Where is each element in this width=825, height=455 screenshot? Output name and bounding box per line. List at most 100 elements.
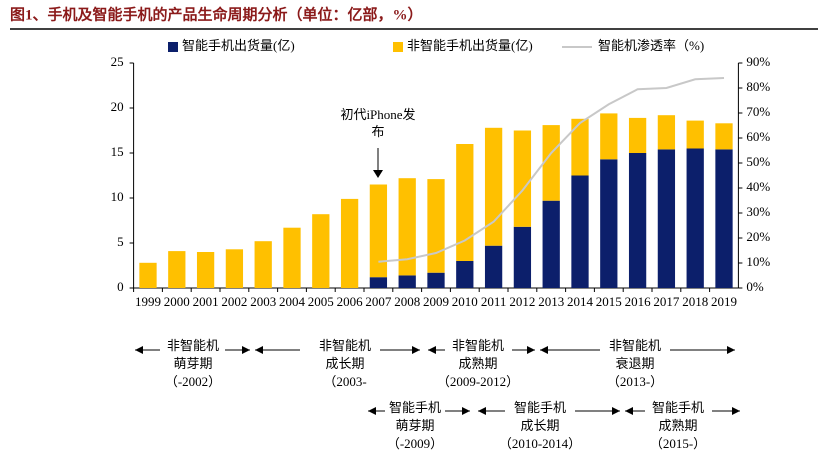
annotation-arrowhead	[373, 170, 383, 178]
bar	[571, 175, 589, 288]
phase-arrowhead	[625, 407, 633, 415]
x-tick-label: 2007	[365, 294, 392, 309]
y-tick-label: 15	[111, 144, 124, 159]
phase-label: 成熟期	[458, 356, 497, 371]
y2-tick-label: 30%	[746, 204, 770, 219]
phase-label: （2013-）	[607, 374, 663, 389]
bar	[254, 241, 272, 288]
bar	[427, 272, 445, 288]
phase-label: 成长期	[520, 418, 559, 433]
bar	[657, 115, 676, 150]
phase-arrowhead	[727, 346, 735, 354]
phase-label: 智能手机	[514, 400, 566, 415]
phase-label: 萌芽期	[173, 356, 212, 371]
phase-label: 萌芽期	[395, 418, 434, 433]
phase-label: （2009-2012）	[437, 374, 519, 389]
bar	[369, 184, 388, 278]
y-tick-label: 0	[117, 279, 124, 294]
legend-swatch	[393, 42, 403, 52]
bar	[456, 144, 474, 261]
bar	[600, 159, 618, 288]
annotation: 初代iPhone发布	[340, 107, 416, 139]
bar	[283, 227, 301, 288]
y2-tick-label: 70%	[746, 104, 770, 119]
phase-arrowhead	[368, 407, 376, 415]
y2-tick-label: 10%	[746, 254, 770, 269]
x-tick-label: 2005	[308, 294, 334, 309]
phase-label: （2015-）	[650, 436, 706, 451]
phase-label: 成长期	[325, 356, 364, 371]
bar	[225, 249, 244, 288]
x-tick-label: 2013	[538, 294, 564, 309]
phase-arrowhead	[255, 346, 263, 354]
x-tick-label: 2010	[452, 294, 478, 309]
phase-label: 非智能机	[167, 338, 219, 353]
phase-arrowhead	[612, 407, 620, 415]
phase-label: 成熟期	[658, 418, 697, 433]
x-tick-label: 2001	[193, 294, 219, 309]
x-tick-label: 2000	[164, 294, 190, 309]
bar	[686, 148, 704, 288]
phase-label: 非智能机	[319, 338, 371, 353]
x-tick-label: 2012	[509, 294, 535, 309]
bar	[542, 125, 560, 201]
x-tick-label: 2016	[625, 294, 652, 309]
phase-label: 非智能机	[452, 338, 504, 353]
bar	[513, 226, 532, 288]
phase-arrowhead	[135, 346, 143, 354]
phase-label: 衰退期	[615, 356, 654, 371]
bar	[312, 214, 330, 288]
x-tick-label: 2002	[221, 294, 247, 309]
x-tick-label: 2009	[423, 294, 449, 309]
phase-arrowhead	[428, 346, 436, 354]
bar	[484, 127, 503, 246]
phase-label: 智能手机	[389, 400, 441, 415]
bar	[657, 149, 676, 288]
bar	[600, 113, 618, 160]
bar	[139, 262, 157, 288]
x-tick-label: 2015	[596, 294, 622, 309]
y2-tick-label: 0%	[746, 279, 764, 294]
x-tick-label: 2011	[481, 294, 507, 309]
phase-label: （2010-2014）	[499, 436, 581, 451]
y-tick-label: 25	[111, 54, 124, 69]
bar	[513, 130, 532, 227]
bar	[196, 252, 215, 288]
bar	[398, 275, 416, 288]
y-tick-label: 5	[117, 234, 124, 249]
phase-label: 智能手机	[652, 400, 704, 415]
chart-title: 图1、手机及智能手机的产品生命周期分析（单位：亿部，%）	[10, 5, 423, 23]
x-tick-label: 2008	[394, 294, 420, 309]
phase-label: （-2009）	[387, 436, 443, 451]
x-tick-label: 2018	[682, 294, 708, 309]
x-tick-label: 2017	[653, 294, 680, 309]
bar	[715, 149, 733, 288]
bar	[571, 118, 589, 176]
y2-tick-label: 90%	[746, 54, 770, 69]
x-tick-label: 2004	[279, 294, 306, 309]
x-tick-label: 2014	[567, 294, 594, 309]
bar	[456, 261, 474, 288]
x-tick-label: 2019	[711, 294, 737, 309]
phase-label: （2003-	[323, 374, 366, 389]
bar	[427, 179, 445, 273]
x-tick-label: 2003	[250, 294, 276, 309]
phase-arrowhead	[412, 346, 420, 354]
bar	[484, 245, 503, 288]
phase-arrowhead	[242, 346, 250, 354]
x-tick-label: 2006	[337, 294, 364, 309]
line	[378, 77, 725, 263]
phase-arrowhead	[732, 407, 740, 415]
bar	[715, 123, 733, 150]
phase-label: （-2002）	[165, 374, 221, 389]
x-tick-label: 1999	[135, 294, 161, 309]
y2-tick-label: 80%	[746, 79, 770, 94]
phase-arrowhead	[527, 346, 535, 354]
phase-arrowhead	[462, 407, 470, 415]
bar	[168, 251, 186, 288]
bar	[340, 198, 359, 288]
y2-tick-label: 20%	[746, 229, 770, 244]
bar	[686, 120, 704, 149]
y-tick-label: 20	[111, 99, 124, 114]
